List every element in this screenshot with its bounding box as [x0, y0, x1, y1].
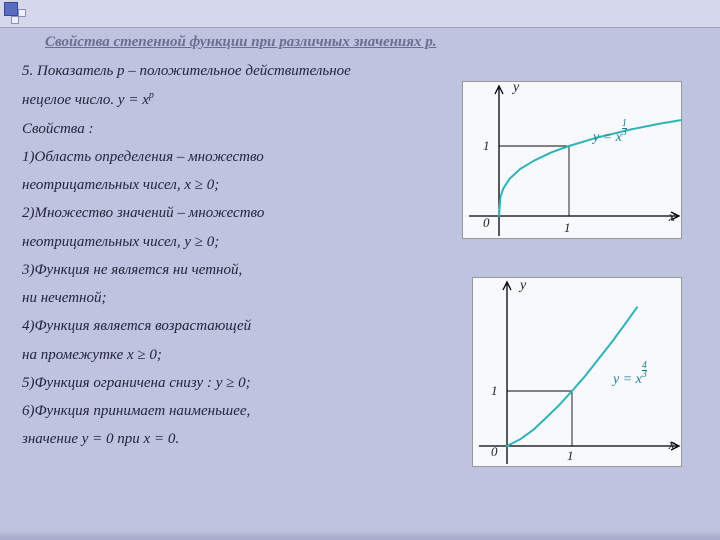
graph2-x-label: x	[669, 438, 675, 454]
bottom-shadow	[0, 530, 720, 540]
graph-1: y x 0 1 1 y = x 13	[462, 81, 682, 239]
line-0a: 5. Показатель p – положительное действит…	[22, 61, 402, 81]
graph1-y-label: y	[513, 80, 519, 96]
line-2a: 1)Область определения – множество	[22, 147, 402, 167]
line-0b: нецелое число. y = xp	[22, 89, 402, 110]
graph2-xtick-1: 1	[567, 448, 574, 464]
page-title: Свойства степенной функции при различных…	[45, 34, 720, 51]
graph-2: y x 0 1 1 y = x 43	[472, 277, 682, 467]
line-4b: ни нечетной;	[22, 288, 402, 308]
main-content: 5. Показатель p – положительное действит…	[0, 55, 720, 539]
line-5a: 4)Функция является возрастающей	[22, 316, 402, 336]
graph1-ytick-1: 1	[483, 138, 490, 154]
text-column: 5. Показатель p – положительное действит…	[22, 61, 402, 450]
graph-1-svg	[463, 82, 683, 240]
app-header	[0, 0, 720, 28]
line-6: 5)Функция ограничена снизу : y ≥ 0;	[22, 373, 402, 393]
line-4a: 3)Функция не является ни четной,	[22, 260, 402, 280]
graph-2-svg	[473, 278, 683, 468]
graph1-x-label: x	[669, 210, 675, 226]
line-3b: неотрицательных чисел, y ≥ 0;	[22, 232, 402, 252]
line-3a: 2)Множество значений – множество	[22, 203, 402, 223]
graph1-eq-label: y = x 13	[593, 120, 627, 146]
app-logo-icon	[4, 2, 26, 24]
graph2-origin-label: 0	[491, 444, 498, 460]
line-5b: на промежутке x ≥ 0;	[22, 345, 402, 365]
line-1: Свойства :	[22, 119, 402, 139]
graph2-y-label: y	[520, 278, 526, 294]
line-2b: неотрицательных чисел, x ≥ 0;	[22, 175, 402, 195]
graph1-origin-label: 0	[483, 215, 490, 231]
graph2-eq-label: y = x 43	[613, 362, 647, 388]
title-bar: Свойства степенной функции при различных…	[0, 28, 720, 55]
graph1-xtick-1: 1	[564, 220, 571, 236]
graph2-ytick-1: 1	[491, 383, 498, 399]
line-7a: 6)Функция принимает наименьшее,	[22, 401, 402, 421]
line-7b: значение y = 0 при x = 0.	[22, 429, 402, 449]
